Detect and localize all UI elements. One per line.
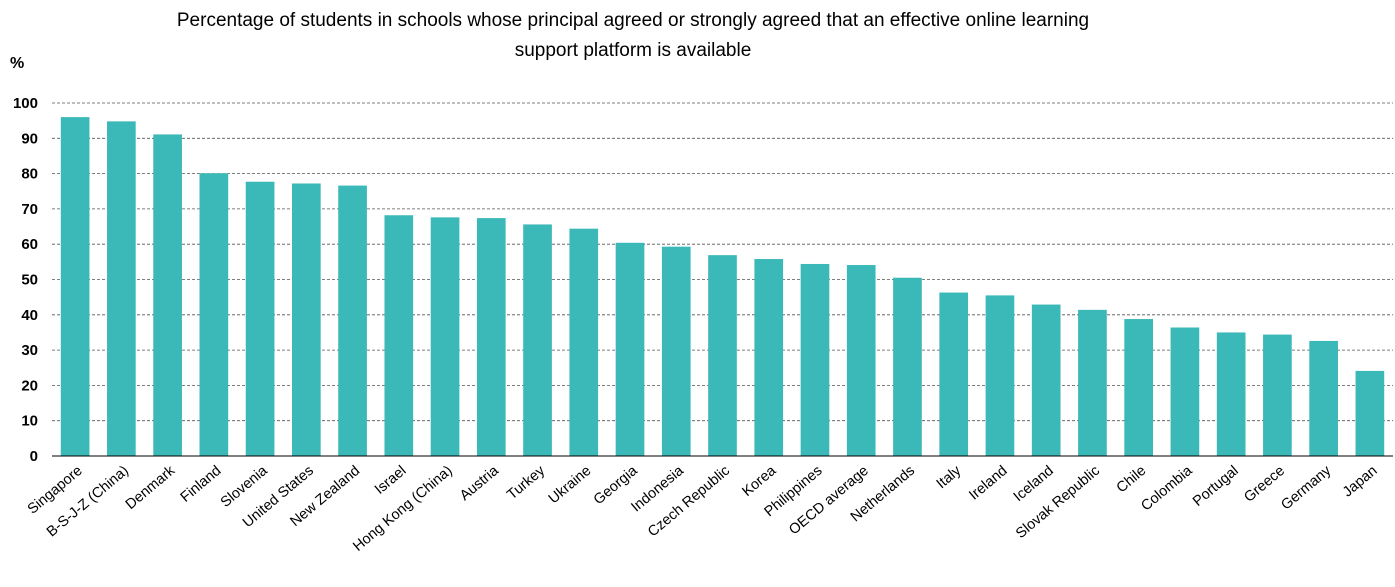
y-tick-label: 50	[21, 272, 38, 289]
y-tick-label: 20	[21, 377, 38, 394]
y-axis-unit-label: %	[10, 55, 24, 72]
bar	[291, 183, 321, 456]
x-tick-label: Italy	[934, 462, 965, 492]
y-tick-label: 40	[21, 307, 38, 324]
y-tick-label: 60	[21, 236, 38, 253]
bar	[1170, 327, 1200, 456]
bars	[60, 117, 1385, 457]
bar	[338, 185, 367, 457]
y-tick-label: 100	[13, 95, 38, 112]
bar	[523, 224, 552, 456]
x-tick-label: Denmark	[123, 462, 179, 513]
bar	[153, 134, 182, 457]
y-axis-ticks: 0 10 20 30 40 50 60 70 80 90 100	[13, 95, 38, 465]
x-tick-label: Germany	[1278, 462, 1335, 513]
x-tick-label: Colombia	[1138, 462, 1196, 514]
bar	[384, 215, 414, 456]
x-tick-label: Korea	[739, 462, 780, 500]
chart-title-line-2: support platform is available	[515, 40, 752, 61]
bar	[615, 242, 645, 456]
x-tick-label: Ireland	[966, 463, 1010, 504]
y-tick-label: 70	[21, 201, 38, 218]
bar	[939, 292, 969, 456]
chart-title-line-1: Percentage of students in schools whose …	[177, 10, 1089, 31]
bar	[569, 228, 599, 456]
bar	[754, 259, 784, 456]
bar	[708, 255, 737, 456]
x-tick-label: Japan	[1340, 463, 1381, 501]
bar	[1216, 332, 1246, 456]
y-tick-label: 90	[21, 130, 38, 147]
bar	[661, 246, 691, 456]
x-tick-label: Israel	[372, 463, 409, 498]
bar	[107, 121, 136, 456]
bar	[430, 217, 460, 456]
bar	[1355, 370, 1385, 456]
bar	[476, 218, 506, 456]
x-tick-label: Austria	[457, 462, 503, 504]
bar	[1078, 309, 1107, 456]
bar	[1031, 304, 1061, 456]
y-tick-label: 80	[21, 166, 38, 183]
x-tick-label: Ukraine	[546, 463, 595, 507]
y-tick-label: 30	[21, 342, 38, 359]
y-tick-label: 10	[21, 413, 38, 430]
bar	[245, 181, 275, 456]
bar	[199, 173, 229, 456]
bar	[1263, 334, 1292, 456]
bar	[800, 263, 830, 456]
x-tick-label: OECD average	[786, 463, 872, 538]
x-tick-label: Slovak Republic	[1013, 463, 1103, 542]
x-tick-label: Turkey	[504, 462, 548, 503]
bar	[1309, 340, 1338, 456]
x-tick-label: Chile	[1114, 463, 1150, 496]
bar	[60, 117, 90, 457]
x-tick-label: Portugal	[1190, 463, 1242, 510]
y-tick-label: 0	[30, 448, 38, 465]
x-tick-label: B-S-J-Z (China)	[44, 463, 132, 541]
bar	[1124, 319, 1154, 456]
x-tick-label: Czech Republic	[645, 463, 733, 541]
bar	[846, 265, 876, 456]
bar	[893, 277, 922, 456]
bar	[985, 295, 1015, 456]
